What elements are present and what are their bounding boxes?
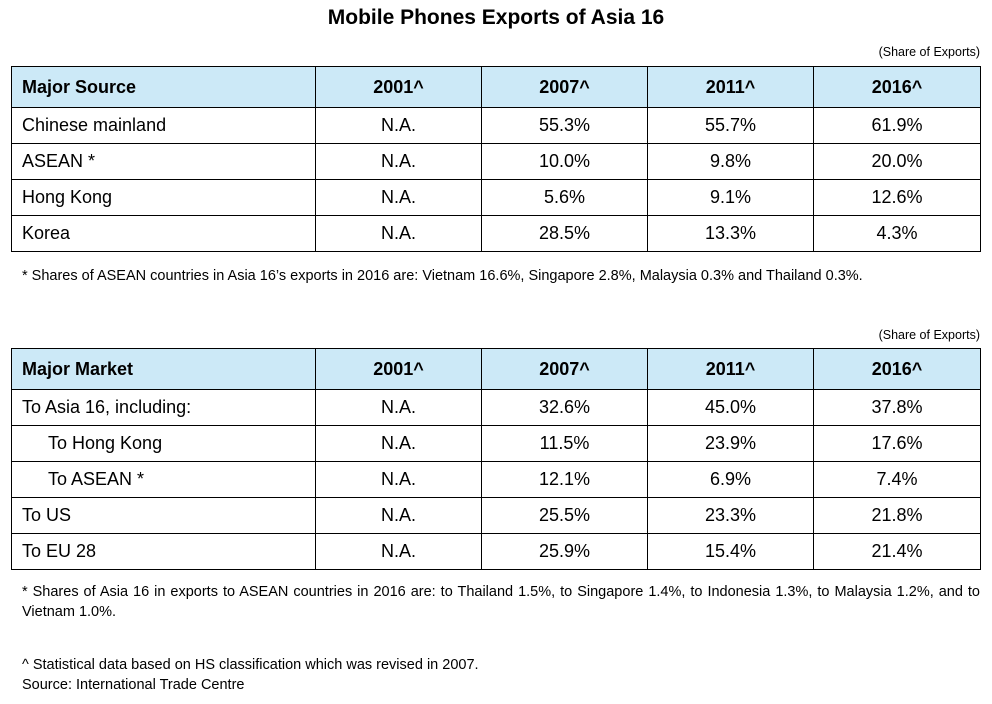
table-row: To Asia 16, including: N.A. 32.6% 45.0% … [11, 389, 981, 426]
cell-2007: 10.0% [481, 143, 648, 180]
row-label: Korea [11, 215, 316, 252]
cell-2016: 7.4% [813, 461, 981, 498]
header-major-source: Major Source [11, 66, 316, 108]
cell-2001: N.A. [315, 179, 482, 216]
table-row: Korea N.A. 28.5% 13.3% 4.3% [11, 215, 981, 252]
row-label: Hong Kong [11, 179, 316, 216]
header-2001: 2001^ [315, 66, 482, 108]
header-2007: 2007^ [481, 348, 648, 390]
header-major-market: Major Market [11, 348, 316, 390]
table-row: To ASEAN * N.A. 12.1% 6.9% 7.4% [11, 461, 981, 498]
row-label: ASEAN * [11, 143, 316, 180]
header-2016: 2016^ [813, 348, 981, 390]
page-title: Mobile Phones Exports of Asia 16 [327, 6, 665, 29]
header-2016: 2016^ [813, 66, 981, 108]
cell-2001: N.A. [315, 461, 482, 498]
table-row: To EU 28 N.A. 25.9% 15.4% 21.4% [11, 533, 981, 570]
cell-2016: 21.8% [813, 497, 981, 534]
cell-2007: 32.6% [481, 389, 648, 426]
cell-2007: 25.9% [481, 533, 648, 570]
table-row: To US N.A. 25.5% 23.3% 21.8% [11, 497, 981, 534]
cell-2007: 28.5% [481, 215, 648, 252]
cell-2011: 13.3% [647, 215, 814, 252]
cell-2011: 6.9% [647, 461, 814, 498]
table-row: To Hong Kong N.A. 11.5% 23.9% 17.6% [11, 425, 981, 462]
cell-2016: 61.9% [813, 107, 981, 144]
cell-2011: 15.4% [647, 533, 814, 570]
statistical-note: ^ Statistical data based on HS classific… [22, 657, 479, 673]
table-row: Chinese mainland N.A. 55.3% 55.7% 61.9% [11, 107, 981, 144]
header-2011: 2011^ [647, 348, 814, 390]
cell-2001: N.A. [315, 533, 482, 570]
cell-2001: N.A. [315, 425, 482, 462]
row-label: To Hong Kong [11, 425, 316, 462]
cell-2007: 25.5% [481, 497, 648, 534]
cell-2016: 37.8% [813, 389, 981, 426]
cell-2016: 20.0% [813, 143, 981, 180]
cell-2016: 4.3% [813, 215, 981, 252]
source-header-row: Major Source 2001^ 2007^ 2011^ 2016^ [11, 66, 981, 108]
cell-2011: 9.1% [647, 179, 814, 216]
row-label: Chinese mainland [11, 107, 316, 144]
row-label: To EU 28 [11, 533, 316, 570]
source-table: Major Source 2001^ 2007^ 2011^ 2016^ Chi… [11, 66, 981, 252]
header-2001: 2001^ [315, 348, 482, 390]
row-label: To US [11, 497, 316, 534]
cell-2011: 55.7% [647, 107, 814, 144]
market-header-row: Major Market 2001^ 2007^ 2011^ 2016^ [11, 348, 981, 390]
row-label: To ASEAN * [11, 461, 316, 498]
market-footnote: * Shares of Asia 16 in exports to ASEAN … [22, 584, 980, 620]
cell-2011: 23.9% [647, 425, 814, 462]
source-footnote: * Shares of ASEAN countries in Asia 16’s… [22, 268, 863, 284]
row-label: To Asia 16, including: [11, 389, 316, 426]
cell-2011: 45.0% [647, 389, 814, 426]
header-2007: 2007^ [481, 66, 648, 108]
cell-2007: 55.3% [481, 107, 648, 144]
cell-2001: N.A. [315, 497, 482, 534]
table-row: ASEAN * N.A. 10.0% 9.8% 20.0% [11, 143, 981, 180]
cell-2007: 12.1% [481, 461, 648, 498]
cell-2016: 12.6% [813, 179, 981, 216]
cell-2001: N.A. [315, 107, 482, 144]
cell-2001: N.A. [315, 215, 482, 252]
table-row: Hong Kong N.A. 5.6% 9.1% 12.6% [11, 179, 981, 216]
cell-2001: N.A. [315, 143, 482, 180]
cell-2007: 11.5% [481, 425, 648, 462]
share-note-market: (Share of Exports) [878, 328, 980, 342]
cell-2011: 23.3% [647, 497, 814, 534]
cell-2011: 9.8% [647, 143, 814, 180]
header-2011: 2011^ [647, 66, 814, 108]
market-table: Major Market 2001^ 2007^ 2011^ 2016^ To … [11, 348, 981, 570]
source-note: Source: International Trade Centre [22, 677, 245, 693]
cell-2007: 5.6% [481, 179, 648, 216]
cell-2016: 21.4% [813, 533, 981, 570]
share-note-source: (Share of Exports) [878, 45, 980, 59]
cell-2001: N.A. [315, 389, 482, 426]
cell-2016: 17.6% [813, 425, 981, 462]
